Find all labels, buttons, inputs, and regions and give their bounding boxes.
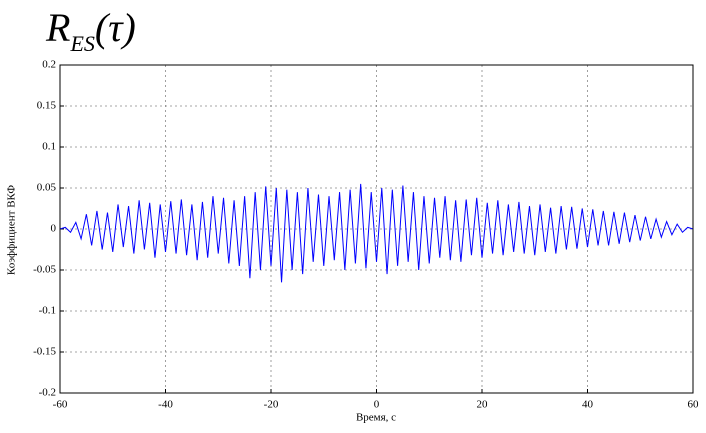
- x-tick-label: -20: [264, 399, 279, 411]
- y-tick-label: 0.15: [37, 100, 57, 112]
- x-tick-label: 20: [477, 399, 489, 411]
- x-tick-label: -40: [158, 399, 173, 411]
- y-tick-label: 0.2: [42, 59, 56, 71]
- x-tick-label: -60: [53, 399, 68, 411]
- y-tick-label: -0.2: [39, 387, 56, 399]
- x-tick-label: 40: [582, 399, 594, 411]
- data-line: [59, 183, 694, 283]
- y-tick-label: -0.15: [33, 346, 56, 358]
- title-subscript: ES: [69, 31, 94, 56]
- x-axis-label: Время, с: [356, 412, 396, 424]
- plot-frame: [59, 64, 694, 394]
- title-main: R: [45, 5, 70, 50]
- title-suffix: (τ): [95, 5, 136, 50]
- y-tick-label: 0: [51, 223, 57, 235]
- y-axis-label: Коэффициент ВКФ: [6, 185, 18, 275]
- y-tick-label: -0.05: [33, 264, 56, 276]
- x-tick-label: 0: [374, 399, 380, 411]
- x-tick-label: 60: [688, 399, 700, 411]
- chart-title: RES(τ): [45, 5, 136, 56]
- y-tick-label: 0.05: [37, 182, 57, 194]
- y-tick-label: -0.1: [39, 305, 56, 317]
- y-tick-label: 0.1: [42, 141, 56, 153]
